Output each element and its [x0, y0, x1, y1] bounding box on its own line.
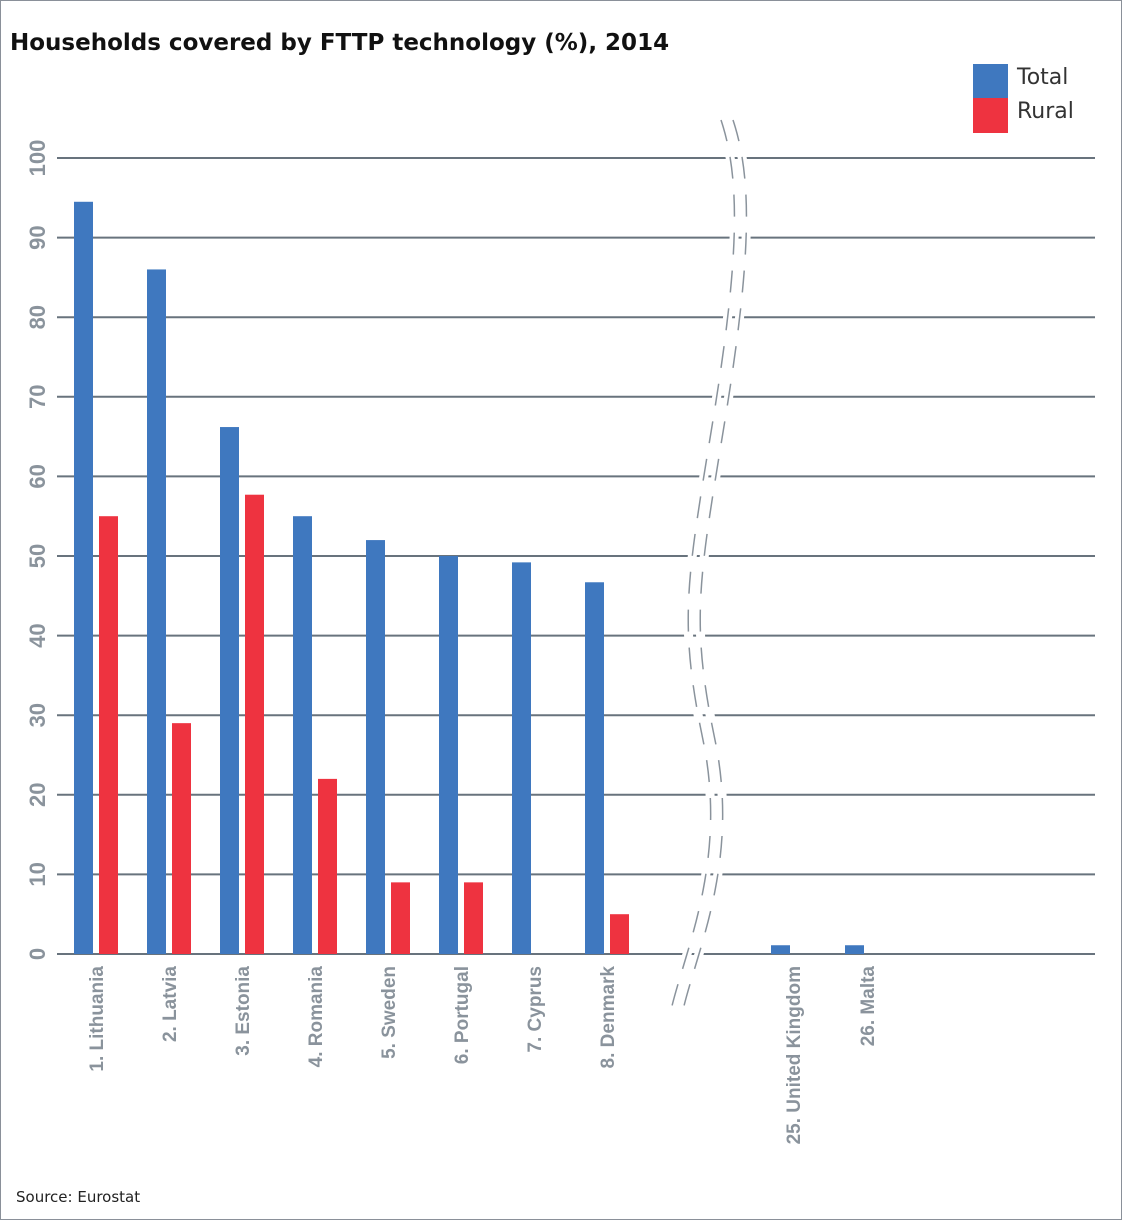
x-tick-label: 8. Denmark	[598, 966, 619, 1069]
gridlines	[57, 157, 1095, 955]
bar-total-8	[585, 582, 604, 954]
axis-break-line-1	[670, 119, 736, 1011]
bar-rural-4	[318, 778, 337, 954]
y-tick-label: 60	[25, 464, 50, 488]
x-tick-label: 6. Portugal	[452, 966, 473, 1064]
bar-total-1	[74, 201, 93, 954]
x-tick-label: 25. United Kingdom	[784, 966, 805, 1144]
x-tick-label: 26. Malta	[858, 966, 879, 1047]
x-tick-label: 4. Romania	[306, 966, 327, 1068]
bar-rural-1	[99, 516, 118, 954]
bar-total-4	[293, 516, 312, 954]
y-axis-ticks: 0 10 20 30 40 50 60 70 80 90 100	[25, 140, 50, 960]
source-note: Source: Eurostat	[16, 1188, 141, 1206]
x-tick-label: 7. Cyprus	[525, 966, 546, 1053]
legend-swatch-total	[973, 64, 1008, 99]
axis-break	[666, 118, 751, 1012]
bar-rural-6	[464, 882, 483, 954]
y-tick-label: 40	[25, 623, 50, 647]
legend-swatch-rural	[973, 98, 1008, 133]
y-tick-label: 70	[25, 385, 50, 409]
bars	[74, 201, 864, 955]
bar-rural-2	[172, 723, 191, 954]
y-tick-label: 10	[25, 862, 50, 886]
bar-total-9	[771, 945, 790, 954]
bar-rural-5	[391, 882, 410, 954]
bar-total-2	[147, 269, 166, 954]
y-tick-label: 20	[25, 783, 50, 807]
x-tick-label: 3. Estonia	[233, 966, 254, 1056]
axis-break-line-2	[682, 119, 748, 1011]
y-tick-label: 0	[25, 948, 50, 960]
y-tick-label: 30	[25, 703, 50, 727]
legend-label-total: Total	[1017, 65, 1069, 90]
x-tick-label: 5. Sweden	[379, 966, 400, 1059]
y-tick-label: 50	[25, 544, 50, 568]
legend-label-rural: Rural	[1017, 99, 1074, 124]
bar-rural-8	[610, 914, 629, 954]
chart-title: Households covered by FTTP technology (%…	[10, 30, 670, 56]
y-tick-label: 80	[25, 305, 50, 329]
x-tick-label: 2. Latvia	[160, 966, 181, 1042]
bar-total-7	[512, 562, 531, 954]
bar-total-10	[845, 945, 864, 954]
bar-total-6	[439, 556, 458, 954]
x-axis-ticks: 1. Lithuania 2. Latvia 3. Estonia 4. Romani…	[87, 966, 879, 1145]
y-tick-label: 90	[25, 225, 50, 249]
bar-total-3	[220, 427, 239, 955]
x-tick-label: 1. Lithuania	[87, 966, 108, 1072]
y-tick-label: 100	[25, 140, 50, 177]
bar-rural-3	[245, 494, 264, 954]
bar-total-5	[366, 540, 385, 954]
